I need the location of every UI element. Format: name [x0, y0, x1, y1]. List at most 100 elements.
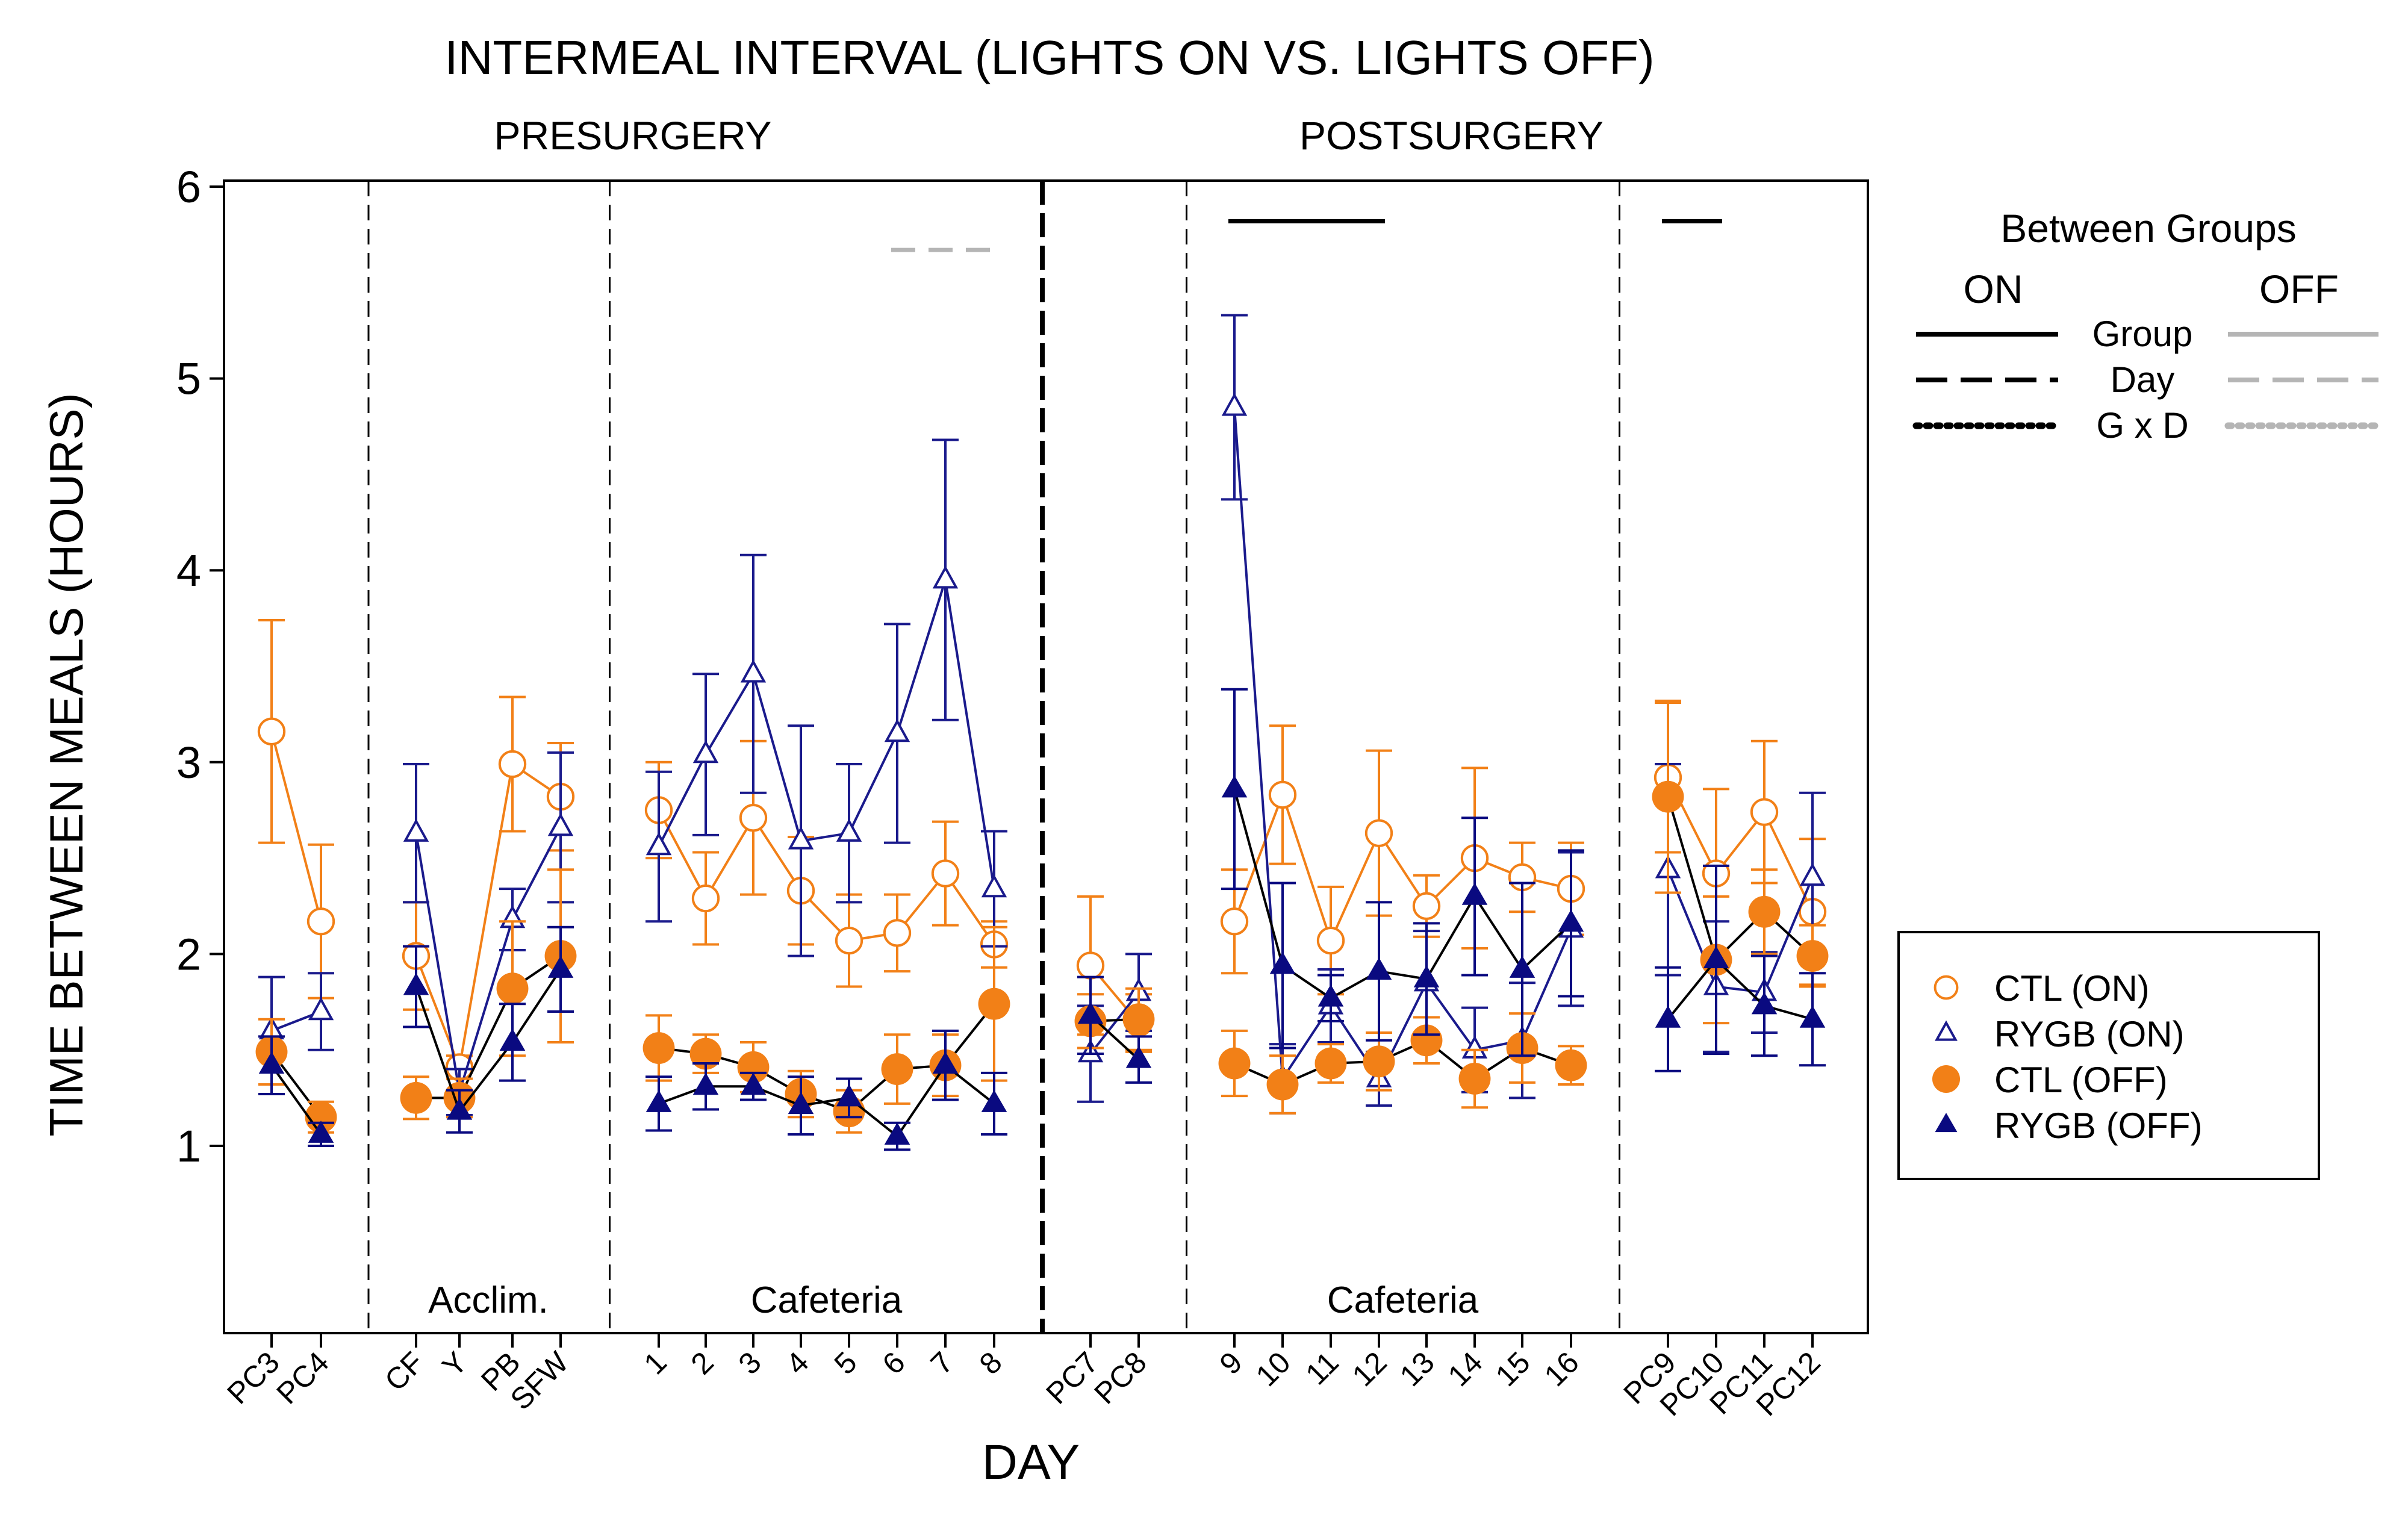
data-point	[1268, 780, 1297, 809]
data-point	[1269, 951, 1296, 974]
data-point	[498, 750, 527, 779]
region-label: Cafeteria	[751, 1280, 903, 1321]
region-label: Cafeteria	[1327, 1280, 1479, 1321]
chart-title: INTERMEAL INTERVAL (LIGHTS ON VS. LIGHTS…	[444, 31, 1654, 84]
series-line	[415, 968, 562, 1114]
data-point	[739, 804, 768, 832]
region-label: Acclim.	[428, 1280, 549, 1321]
data-point	[446, 1097, 473, 1120]
data-point	[740, 1072, 767, 1095]
sig-legend-row-label: Group	[2092, 314, 2193, 354]
series-legend-label: RYGB (OFF)	[1994, 1106, 2203, 1146]
data-point	[932, 1051, 959, 1074]
data-point	[931, 859, 960, 888]
data-point	[691, 884, 720, 913]
data-point	[737, 1051, 770, 1083]
data-point	[1461, 883, 1488, 905]
data-point	[257, 717, 286, 745]
data-point	[692, 739, 719, 764]
data-point	[308, 997, 334, 1021]
sig-legend-off: OFF	[2259, 267, 2339, 311]
data-point	[884, 718, 910, 742]
data-point	[1413, 965, 1440, 987]
data-point	[981, 1090, 1007, 1112]
data-point	[1364, 819, 1393, 847]
data-point	[836, 1084, 862, 1107]
y-tick-label: 5	[176, 354, 201, 404]
data-point	[1652, 780, 1684, 813]
series-line	[416, 954, 562, 1099]
data-point	[1799, 862, 1826, 886]
data-point	[978, 987, 1010, 1020]
data-point	[1934, 975, 1959, 1000]
data-point	[1509, 956, 1535, 978]
data-point	[836, 818, 862, 842]
sig-legend-row-label: Day	[2111, 359, 2175, 400]
series-line	[1089, 991, 1140, 1055]
significance-bars	[891, 219, 1722, 252]
data-point	[1314, 1047, 1347, 1080]
data-point	[400, 1081, 432, 1114]
series-group	[257, 619, 1827, 1081]
data-point	[1221, 393, 1248, 416]
data-point	[258, 1051, 285, 1074]
series-line	[415, 762, 562, 1072]
data-point	[1935, 1020, 1958, 1041]
series-line	[1667, 958, 1813, 1021]
data-point	[1796, 940, 1829, 972]
data-point	[308, 1121, 334, 1143]
y-tick-label: 4	[176, 546, 201, 596]
data-point	[1555, 1049, 1587, 1081]
series-line	[270, 731, 322, 922]
data-point	[403, 818, 429, 842]
series-legend-label: RYGB (ON)	[1994, 1014, 2185, 1054]
x-axis-title: DAY	[982, 1435, 1080, 1490]
series-layer	[255, 314, 1829, 1151]
data-point	[788, 826, 814, 850]
data-point	[1218, 1047, 1251, 1080]
y-tick-label: 1	[176, 1121, 201, 1171]
data-point	[547, 956, 574, 978]
data-point	[1412, 892, 1441, 920]
phase-label: PRESURGERY	[494, 113, 772, 158]
data-point	[1410, 1024, 1443, 1057]
phase-label: POSTSURGERY	[1299, 113, 1604, 158]
data-point	[740, 659, 767, 683]
data-point	[1932, 1065, 1960, 1093]
series-legend-label: CTL (OFF)	[1994, 1060, 2168, 1100]
data-point	[1221, 775, 1248, 798]
plot-frame	[223, 179, 1869, 1334]
series-line	[1667, 796, 1814, 962]
series-legend-box	[1897, 931, 2320, 1180]
data-point	[499, 1028, 526, 1051]
series-line	[1667, 777, 1814, 913]
data-point	[642, 1032, 675, 1064]
series-legend-label: CTL (ON)	[1994, 968, 2150, 1009]
data-point	[1799, 1005, 1826, 1028]
data-point	[884, 1122, 910, 1145]
data-point	[1748, 895, 1781, 928]
y-tick-label: 3	[176, 738, 201, 788]
data-point	[881, 1053, 913, 1086]
data-point	[1935, 1113, 1958, 1133]
data-point	[496, 972, 529, 1005]
data-point	[1266, 1068, 1299, 1101]
data-point	[1318, 984, 1344, 1007]
y-axis: 1 2 3 4 5 6	[176, 162, 224, 1171]
data-point	[1703, 946, 1729, 968]
data-point	[1220, 907, 1249, 936]
data-point	[1751, 992, 1778, 1015]
data-point	[692, 1072, 719, 1095]
segment-separators	[367, 181, 1620, 1333]
series-line	[415, 827, 562, 1093]
series-legend: CTL (ON) RYGB (ON) CTL (OFF) RYGB (OFF)	[1897, 931, 2320, 1180]
y-tick-label: 6	[176, 162, 201, 212]
data-point	[306, 907, 335, 936]
data-point	[1077, 1001, 1104, 1024]
data-point	[1558, 909, 1584, 932]
significance-legend: Between Groups ON OFF Group Day G x D	[1912, 206, 2382, 446]
data-point	[1458, 1063, 1491, 1095]
data-point	[932, 565, 959, 589]
